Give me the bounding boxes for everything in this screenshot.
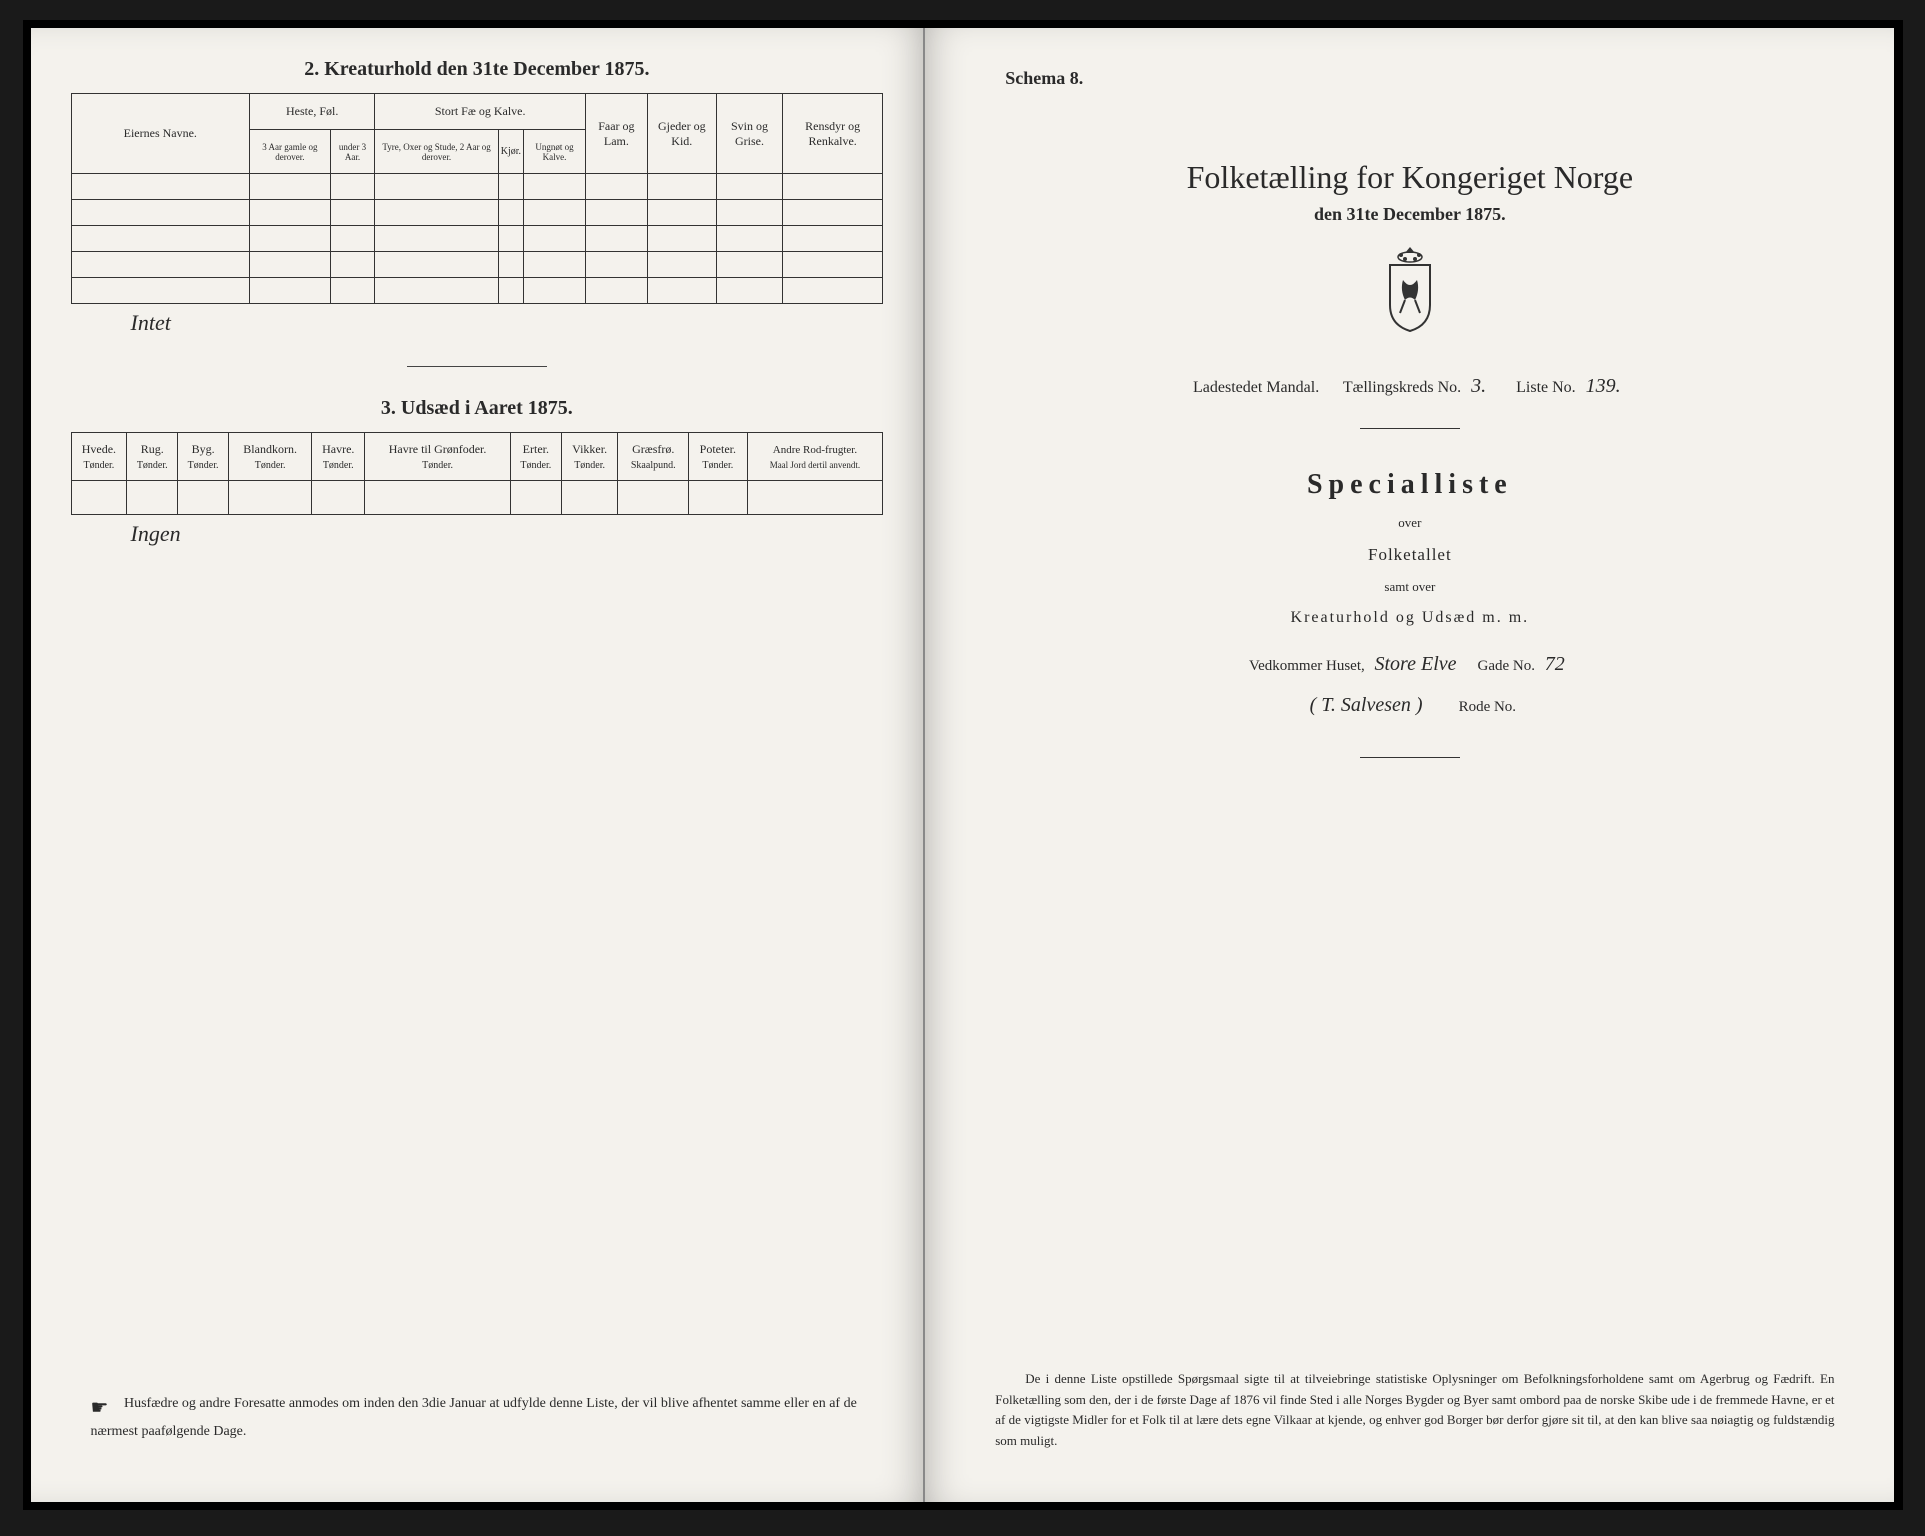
- house-line: Vedkommer Huset, Store Elve Gade No. 72: [965, 653, 1854, 676]
- liste-number: 139.: [1580, 375, 1627, 397]
- livestock-table: Eiernes Navne. Heste, Føl. Stort Fæ og K…: [71, 93, 884, 304]
- c8: Vikker.Tønder.: [561, 433, 618, 481]
- c9: Græsfrø.Skaalpund.: [618, 433, 689, 481]
- table-row: [71, 252, 883, 278]
- sowing-table: Hvede.Tønder. Rug.Tønder. Byg.Tønder. Bl…: [71, 432, 884, 515]
- col-c1: Tyre, Oxer og Stude, 2 Aar og derover.: [375, 130, 498, 174]
- col-owner: Eiernes Navne.: [71, 94, 250, 174]
- section3-title: 3. Udsæd i Aaret 1875.: [71, 397, 884, 420]
- table-row: [71, 278, 883, 304]
- c11: Andre Rod-frugter.Maal Jord dertil anven…: [747, 433, 883, 481]
- col-horses: Heste, Føl.: [250, 94, 375, 130]
- divider: [1360, 757, 1460, 758]
- handwritten-none-1: Intet: [131, 310, 884, 336]
- book-spread: 2. Kreaturhold den 31te December 1875. E…: [23, 20, 1903, 1510]
- house-name-hw: Store Elve: [1369, 653, 1463, 675]
- folketallet-label: Folketallet: [965, 545, 1854, 565]
- gade-number: 72: [1539, 653, 1571, 675]
- table-row: [71, 200, 883, 226]
- footer-paragraph: De i denne Liste opstillede Spørgsmaal s…: [995, 1369, 1834, 1452]
- owner-name-hw: ( T. Salvesen ): [1304, 694, 1429, 716]
- table-row: [71, 226, 883, 252]
- c6: Havre til Grønfoder.Tønder.: [365, 433, 511, 481]
- table-row: [71, 481, 883, 515]
- schema-label: Schema 8.: [1005, 68, 1854, 89]
- c2: Rug.Tønder.: [127, 433, 178, 481]
- kreds-number: 3.: [1465, 375, 1492, 397]
- pointing-hand-icon: ☛: [91, 1394, 121, 1422]
- coat-of-arms-icon: [1375, 245, 1445, 335]
- c5: Havre.Tønder.: [312, 433, 365, 481]
- col-reindeer: Rensdyr og Renkalve.: [783, 94, 883, 174]
- col-sheep: Faar og Lam.: [586, 94, 648, 174]
- divider: [1360, 428, 1460, 429]
- handwritten-none-2: Ingen: [131, 521, 884, 547]
- col-h1: 3 Aar gamle og derover.: [250, 130, 331, 174]
- c1: Hvede.Tønder.: [71, 433, 127, 481]
- right-page: Schema 8. Folketælling for Kongeriget No…: [925, 28, 1894, 1502]
- rode-line: ( T. Salvesen ) Rode No.: [965, 694, 1854, 717]
- col-cattle: Stort Fæ og Kalve.: [375, 94, 586, 130]
- census-date: den 31te December 1875.: [965, 204, 1854, 225]
- left-page: 2. Kreaturhold den 31te December 1875. E…: [31, 28, 926, 1502]
- col-c2: Kjør.: [498, 130, 523, 174]
- footer-note-left: ☛ Husfædre og andre Foresatte anmodes om…: [91, 1394, 884, 1442]
- c7: Erter.Tønder.: [510, 433, 561, 481]
- table-row: [71, 174, 883, 200]
- main-title: Folketælling for Kongeriget Norge: [965, 159, 1854, 196]
- c3: Byg.Tønder.: [178, 433, 229, 481]
- col-pigs: Svin og Grise.: [716, 94, 782, 174]
- location-line: Ladestedet Mandal. Tællingskreds No. 3. …: [965, 375, 1854, 398]
- col-c3: Ungnøt og Kalve.: [524, 130, 586, 174]
- over-label: over: [965, 515, 1854, 531]
- kreatur-label: Kreaturhold og Udsæd m. m.: [965, 609, 1854, 627]
- c4: Blandkorn.Tønder.: [229, 433, 312, 481]
- col-goats: Gjeder og Kid.: [647, 94, 716, 174]
- divider: [407, 366, 547, 367]
- col-h2: under 3 Aar.: [330, 130, 375, 174]
- samt-label: samt over: [965, 579, 1854, 595]
- c10: Poteter.Tønder.: [689, 433, 748, 481]
- specialliste-title: Specialliste: [965, 469, 1854, 501]
- section2-title: 2. Kreaturhold den 31te December 1875.: [71, 58, 884, 81]
